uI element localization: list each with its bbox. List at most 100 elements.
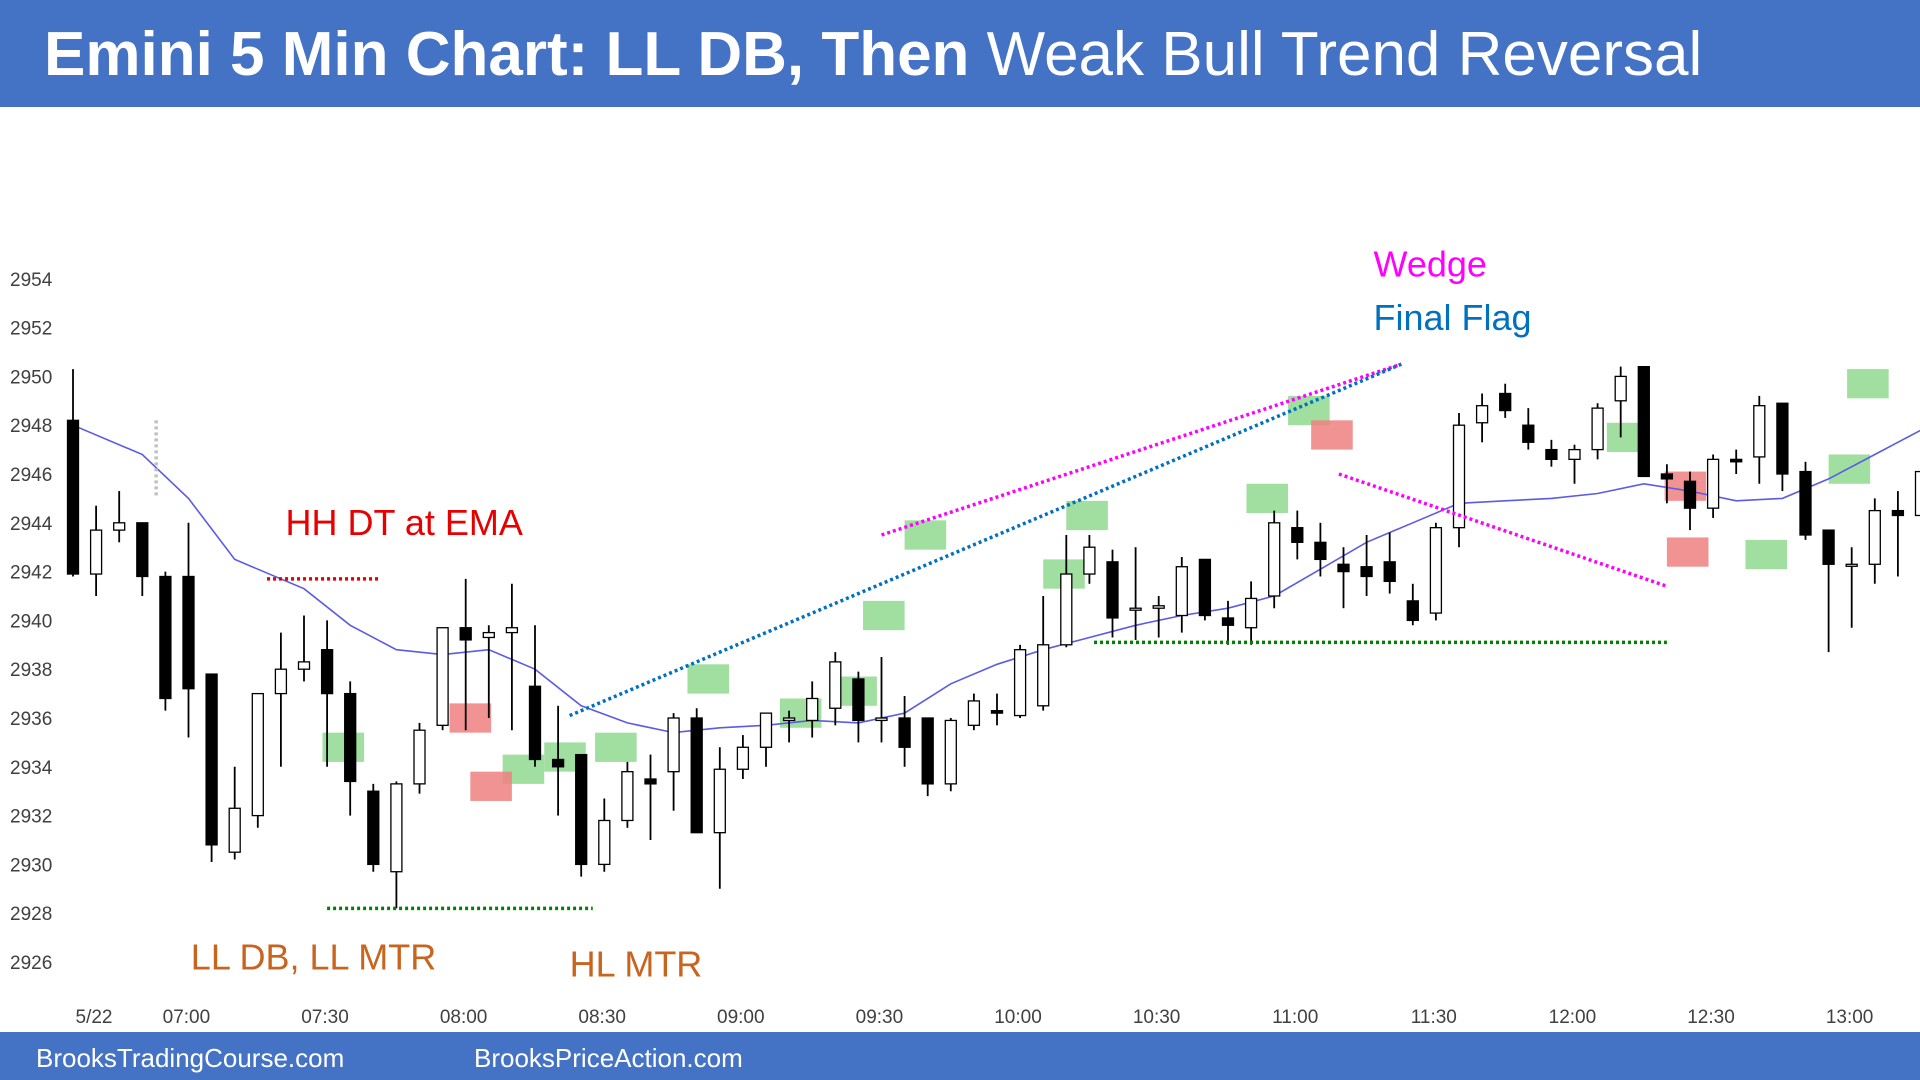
x-tick-label: 13:00 xyxy=(1826,1007,1874,1028)
candle xyxy=(297,615,311,682)
bull-signal-box xyxy=(1847,369,1889,399)
bear-candle-body xyxy=(1730,458,1743,463)
candle xyxy=(528,625,542,767)
bull-candle-body xyxy=(482,631,495,639)
bear-candle-body xyxy=(1522,424,1535,443)
x-tick-label: 12:30 xyxy=(1687,1007,1735,1028)
bull-candle-body xyxy=(390,783,403,873)
annotation-label: Wedge xyxy=(1374,243,1487,284)
bear-candle-body xyxy=(1822,529,1835,565)
bull-candle-body xyxy=(1037,644,1050,707)
candle xyxy=(1591,403,1604,460)
candle xyxy=(782,710,796,743)
x-tick-label: 09:30 xyxy=(856,1007,904,1028)
bull-signal-box xyxy=(1745,539,1788,570)
bear-candle-body xyxy=(1776,402,1789,475)
bull-candle-body xyxy=(413,729,426,785)
candle xyxy=(921,717,934,797)
bear-candle-body xyxy=(1106,561,1119,619)
candle xyxy=(990,693,1004,726)
candle xyxy=(713,747,726,889)
footer-link-trading-course[interactable]: BrooksTradingCourse.com xyxy=(36,1043,345,1073)
y-tick-label: 2946 xyxy=(10,465,52,486)
candle xyxy=(1037,596,1050,711)
candle xyxy=(1683,471,1697,531)
candle xyxy=(1337,547,1350,609)
candle xyxy=(1129,547,1142,640)
annotation-label: Final Flag xyxy=(1374,297,1532,338)
bear-candle-body xyxy=(367,790,380,866)
annotations: HH DT at EMA LL DB, LL MTR HL MTR Wedge Fina… xyxy=(191,243,1532,984)
candle xyxy=(1522,408,1535,450)
candle xyxy=(1175,556,1188,633)
x-tick-label: 5/22 xyxy=(76,1007,113,1028)
bull-candle-body xyxy=(1914,470,1920,517)
y-tick-label: 2948 xyxy=(10,416,52,437)
candle xyxy=(898,696,911,767)
candle xyxy=(274,632,288,767)
candle xyxy=(1314,522,1327,577)
bear-candle-body xyxy=(990,710,1004,714)
candle xyxy=(1730,449,1743,474)
dotted-line xyxy=(1338,472,1668,588)
dotted-line xyxy=(880,362,1402,537)
bull-candle-body xyxy=(1152,605,1165,609)
candle xyxy=(1244,581,1258,645)
y-tick-label: 2954 xyxy=(10,270,53,291)
candle xyxy=(551,705,565,816)
candle xyxy=(852,671,865,743)
bear-candle-body xyxy=(320,649,334,695)
title-regular-part: Weak Bull Trend Reversal xyxy=(986,20,1703,89)
bear-candle-body xyxy=(136,522,149,578)
x-tick-label: 07:30 xyxy=(301,1007,349,1028)
annotation-lines xyxy=(154,362,1668,911)
candle xyxy=(644,754,657,840)
bull-candle-body xyxy=(1175,566,1188,617)
y-tick-label: 2934 xyxy=(10,758,53,779)
bull-candle-body xyxy=(667,717,680,773)
bear-candle-body xyxy=(66,419,80,575)
bull-candle-body xyxy=(1845,563,1858,567)
x-axis-ticks: 5/22 07:00 07:30 08:00 08:30 09:00 09:30 10:00 1… xyxy=(76,1007,1874,1028)
bear-candle-body xyxy=(921,717,934,785)
bear-candle-body xyxy=(1337,563,1350,573)
bull-signal-box xyxy=(863,600,905,631)
candle xyxy=(598,798,611,872)
bull-candle-body xyxy=(1083,546,1096,575)
candle xyxy=(1198,558,1212,621)
footer-banner xyxy=(0,1032,1920,1080)
candle xyxy=(1845,547,1858,628)
candle xyxy=(413,722,426,794)
footer-link-price-action[interactable]: BrooksPriceAction.com xyxy=(474,1043,743,1073)
bull-candle-body xyxy=(297,661,311,670)
y-tick-label: 2952 xyxy=(10,319,52,340)
x-tick-label: 11:00 xyxy=(1272,1007,1318,1028)
bull-candle-body xyxy=(829,661,842,709)
candle xyxy=(1822,529,1835,653)
bull-candle-body xyxy=(598,819,611,866)
bull-candle-body xyxy=(1753,405,1766,458)
bear-candle-body xyxy=(1683,480,1697,509)
bull-candle-body xyxy=(1129,607,1142,611)
bull-candle-body xyxy=(713,768,726,834)
candle xyxy=(667,713,680,811)
bull-signal-box xyxy=(595,732,637,762)
candle xyxy=(1452,413,1466,548)
bull-candle-body xyxy=(1568,448,1581,461)
candle xyxy=(1383,532,1396,594)
bear-candle-body xyxy=(1221,617,1235,626)
candle xyxy=(875,657,888,743)
bull-candle-body xyxy=(1429,527,1443,614)
x-tick-label: 10:00 xyxy=(994,1007,1042,1028)
x-tick-label: 12:00 xyxy=(1549,1007,1597,1028)
candle xyxy=(1545,439,1558,467)
bull-candle-body xyxy=(1268,522,1281,597)
bear-candle-body xyxy=(1314,541,1327,561)
bull-candle-body xyxy=(967,700,981,726)
x-tick-label: 08:00 xyxy=(440,1007,488,1028)
y-tick-label: 2950 xyxy=(10,367,52,388)
y-tick-label: 2940 xyxy=(10,611,52,632)
bull-candle-body xyxy=(736,746,750,770)
bear-candle-body xyxy=(459,627,472,641)
candle xyxy=(1152,596,1165,638)
